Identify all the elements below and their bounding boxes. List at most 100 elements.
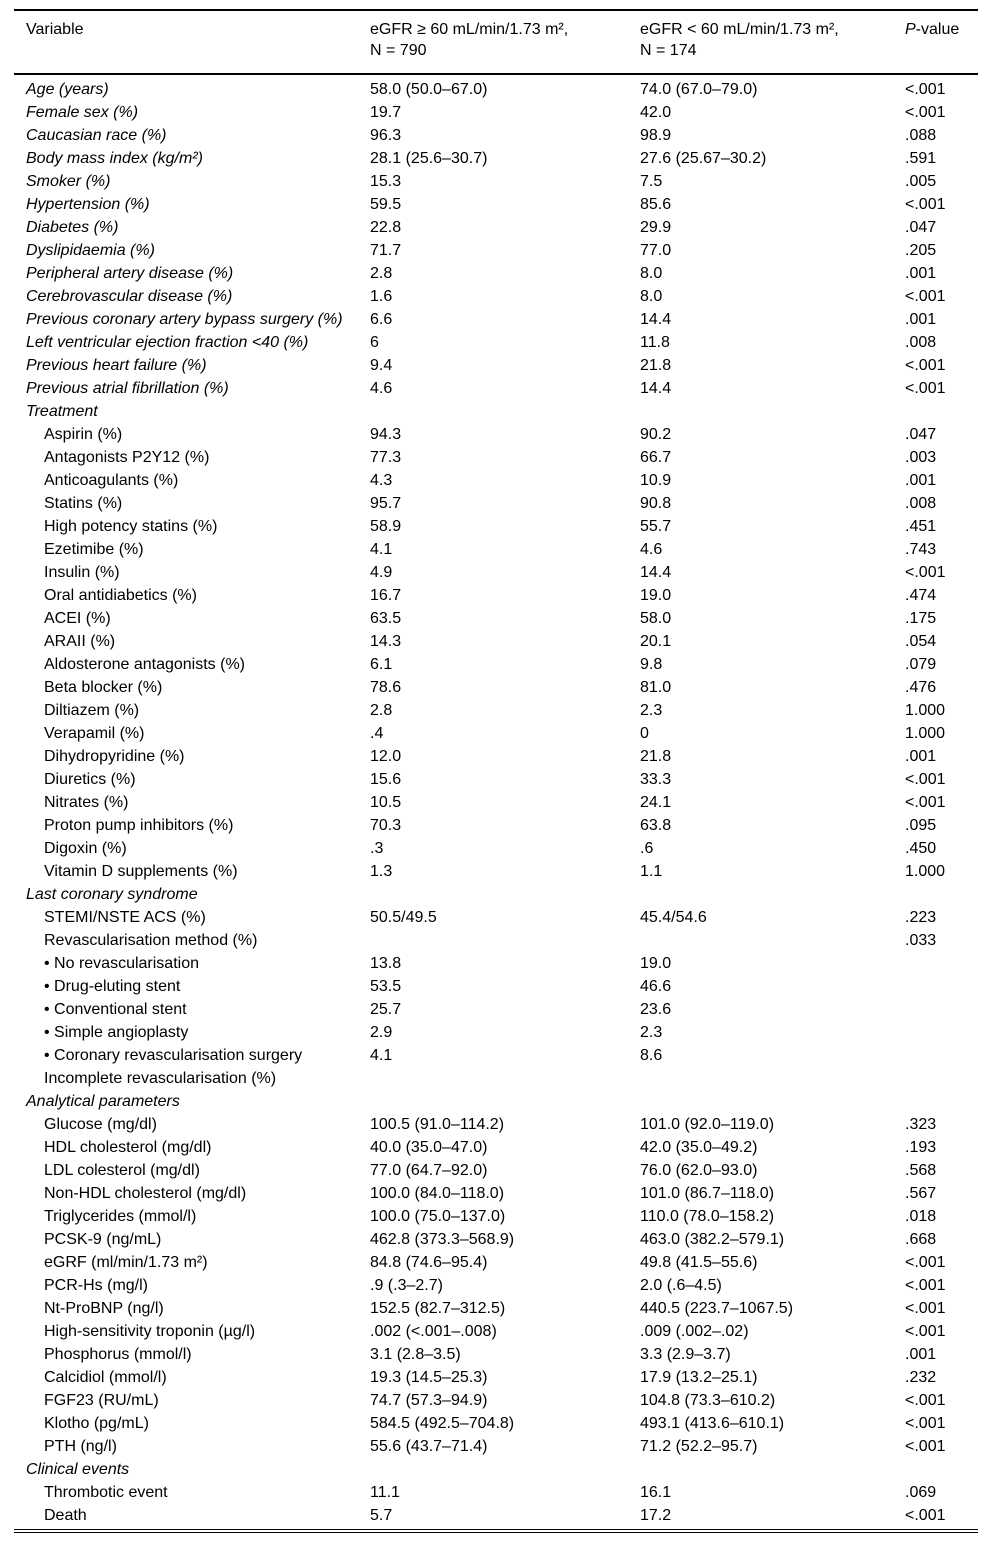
variable-cell: Left ventricular ejection fraction <40 (… <box>26 334 309 351</box>
value-egfr-ge60-cell: 50.5/49.5 <box>370 909 437 926</box>
variable-cell: Beta blocker (%) <box>44 679 163 696</box>
table-row: High-sensitivity troponin (µg/l) .002 (<.… <box>14 1320 978 1343</box>
pvalue-cell: <.001 <box>905 1254 946 1271</box>
section-row: Clinical events <box>14 1458 978 1481</box>
header-pvalue: P-value <box>905 10 978 75</box>
table-row: Klotho (pg/mL) 584.5 (492.5–704.8) 493.1 (… <box>14 1412 978 1435</box>
value-egfr-lt60-cell: 11.8 <box>640 334 670 351</box>
value-egfr-lt60-cell: 74.0 (67.0–79.0) <box>640 81 758 98</box>
variable-cell: Vitamin D supplements (%) <box>44 863 238 880</box>
table-row: Death 5.7 17.2 <.001 <box>14 1504 978 1531</box>
value-egfr-lt60-cell: 21.8 <box>640 357 672 374</box>
variable-cell: Incomplete revascularisation (%) <box>44 1070 277 1087</box>
table-row: Non-HDL cholesterol (mg/dl) 100.0 (84.0–1… <box>14 1182 978 1205</box>
value-egfr-lt60-cell: 90.8 <box>640 495 672 512</box>
pvalue-cell: <.001 <box>905 1277 946 1294</box>
pvalue-cell: .069 <box>905 1484 937 1501</box>
value-egfr-ge60-cell: 71.7 <box>370 242 402 259</box>
value-egfr-ge60-cell: 12.0 <box>370 748 402 765</box>
variable-cell: Smoker (%) <box>26 173 111 190</box>
variable-cell: • Coronary revascularisation surgery <box>44 1047 303 1064</box>
pvalue-cell: .005 <box>905 173 937 190</box>
value-egfr-ge60-cell: 22.8 <box>370 219 402 236</box>
value-egfr-lt60-cell: 440.5 (223.7–1067.5) <box>640 1300 794 1317</box>
value-egfr-ge60-cell: .4 <box>370 725 384 742</box>
pvalue-cell: <.001 <box>905 1392 946 1409</box>
value-egfr-lt60-cell: 14.4 <box>640 380 672 397</box>
value-egfr-ge60-cell: 59.5 <box>370 196 402 213</box>
table-row: Oral antidiabetics (%) 16.7 19.0 .474 <box>14 584 978 607</box>
pvalue-cell <box>905 400 978 423</box>
pvalue-cell: .568 <box>905 1162 937 1179</box>
value-egfr-lt60-cell: 0 <box>640 725 649 742</box>
table-row: Previous coronary artery bypass surgery … <box>14 308 978 331</box>
variable-cell: Verapamil (%) <box>44 725 145 742</box>
pvalue-cell: <.001 <box>905 564 946 581</box>
value-egfr-ge60-cell <box>370 883 640 906</box>
variable-cell: HDL cholesterol (mg/dl) <box>44 1139 212 1156</box>
variable-cell: Previous heart failure (%) <box>26 357 207 374</box>
table-row: Nt-ProBNP (ng/l) 152.5 (82.7–312.5) 440.5 … <box>14 1297 978 1320</box>
table-row: Thrombotic event 11.1 16.1 .069 <box>14 1481 978 1504</box>
value-egfr-lt60-cell: 33.3 <box>640 771 672 788</box>
value-egfr-ge60-cell: 95.7 <box>370 495 402 512</box>
table-row: Ezetimibe (%) 4.1 4.6 .743 <box>14 538 978 561</box>
value-egfr-ge60-cell: 19.7 <box>370 104 402 121</box>
table-row: Beta blocker (%) 78.6 81.0 .476 <box>14 676 978 699</box>
pvalue-cell <box>905 998 978 1021</box>
value-egfr-lt60-cell: 77.0 <box>640 242 672 259</box>
pvalue-cell: 1.000 <box>905 725 946 742</box>
table-row: PCR-Hs (mg/l) .9 (.3–2.7) 2.0 (.6–4.5) <.00… <box>14 1274 978 1297</box>
pvalue-cell <box>905 1067 978 1090</box>
value-egfr-lt60-cell <box>640 929 905 952</box>
pvalue-cell: .008 <box>905 495 937 512</box>
table-row: Calcidiol (mmol/l) 19.3 (14.5–25.3) 17.9 (… <box>14 1366 978 1389</box>
pvalue-cell <box>905 1090 978 1113</box>
value-egfr-lt60-cell: 24.1 <box>640 794 672 811</box>
variable-cell: Calcidiol (mmol/l) <box>44 1369 167 1386</box>
variable-cell: Ezetimibe (%) <box>44 541 144 558</box>
value-egfr-ge60-cell: 4.1 <box>370 541 393 558</box>
value-egfr-lt60-cell: 8.0 <box>640 288 663 305</box>
value-egfr-ge60-cell: 9.4 <box>370 357 393 374</box>
value-egfr-lt60-cell: 8.6 <box>640 1047 663 1064</box>
table-row: Hypertension (%) 59.5 85.6 <.001 <box>14 193 978 216</box>
variable-cell: Phosphorus (mmol/l) <box>44 1346 192 1363</box>
pvalue-cell: .088 <box>905 127 937 144</box>
pvalue-cell: .567 <box>905 1185 937 1202</box>
table-row: Left ventricular ejection fraction <40 (… <box>14 331 978 354</box>
variable-cell: Cerebrovascular disease (%) <box>26 288 233 305</box>
value-egfr-ge60-cell: 28.1 (25.6–30.7) <box>370 150 488 167</box>
variable-cell: Diabetes (%) <box>26 219 119 236</box>
value-egfr-ge60-cell: 462.8 (373.3–568.9) <box>370 1231 515 1248</box>
header-egfr-ge60-line1: eGFR ≥ 60 mL/min/1.73 m², <box>370 21 569 38</box>
table-row: FGF23 (RU/mL) 74.7 (57.3–94.9) 104.8 (73.3… <box>14 1389 978 1412</box>
variable-cell: Glucose (mg/dl) <box>44 1116 157 1133</box>
value-egfr-ge60-cell: 70.3 <box>370 817 402 834</box>
value-egfr-lt60-cell: 101.0 (92.0–119.0) <box>640 1116 775 1133</box>
table-row: Body mass index (kg/m²) 28.1 (25.6–30.7) 2… <box>14 147 978 170</box>
value-egfr-lt60-cell: 46.6 <box>640 978 672 995</box>
value-egfr-ge60-cell: 4.1 <box>370 1047 393 1064</box>
table-row: STEMI/NSTE ACS (%) 50.5/49.5 45.4/54.6 .223 <box>14 906 978 929</box>
pvalue-cell: <.001 <box>905 1438 946 1455</box>
value-egfr-ge60-cell: 2.9 <box>370 1024 393 1041</box>
value-egfr-ge60-cell: .9 (.3–2.7) <box>370 1277 443 1294</box>
table-row: • Drug-eluting stent 53.5 46.6 <box>14 975 978 998</box>
table-row: Peripheral artery disease (%) 2.8 8.0 .001 <box>14 262 978 285</box>
pvalue-cell: .001 <box>905 1346 937 1363</box>
value-egfr-ge60-cell: 14.3 <box>370 633 402 650</box>
value-egfr-lt60-cell: 17.2 <box>640 1507 672 1524</box>
table-row: Cerebrovascular disease (%) 1.6 8.0 <.001 <box>14 285 978 308</box>
value-egfr-ge60-cell: 4.9 <box>370 564 393 581</box>
variable-cell: STEMI/NSTE ACS (%) <box>44 909 206 926</box>
value-egfr-lt60-cell: 14.4 <box>640 311 672 328</box>
value-egfr-ge60-cell <box>370 929 640 952</box>
value-egfr-lt60-cell: 76.0 (62.0–93.0) <box>640 1162 758 1179</box>
pvalue-cell: <.001 <box>905 1300 946 1317</box>
value-egfr-ge60-cell: .002 (<.001–.008) <box>370 1323 497 1340</box>
variable-cell: Anticoagulants (%) <box>44 472 179 489</box>
value-egfr-lt60-cell: 42.0 <box>640 104 672 121</box>
header-pvalue-p: P <box>905 21 916 38</box>
